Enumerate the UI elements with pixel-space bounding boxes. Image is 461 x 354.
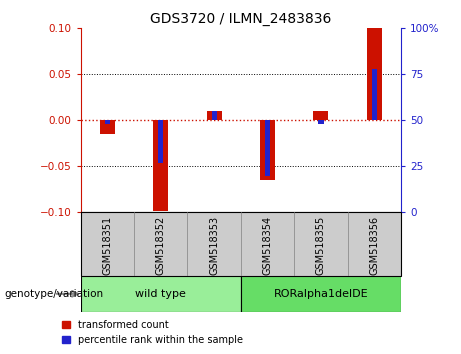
Text: GSM518356: GSM518356 [369, 216, 379, 275]
Bar [158, 120, 164, 163]
Bar [207, 111, 222, 120]
Bar [313, 111, 328, 120]
Bar [241, 276, 401, 312]
Text: GSM518355: GSM518355 [316, 216, 326, 275]
Text: GSM518353: GSM518353 [209, 216, 219, 275]
Bar [212, 111, 217, 120]
Bar [367, 28, 382, 120]
Legend: transformed count, percentile rank within the sample: transformed count, percentile rank withi… [63, 320, 243, 345]
Text: RORalpha1delDE: RORalpha1delDE [274, 289, 368, 299]
Bar [154, 120, 168, 211]
Bar [105, 120, 110, 124]
Bar [260, 120, 275, 180]
Text: GSM518354: GSM518354 [263, 216, 272, 275]
Text: GSM518351: GSM518351 [102, 216, 112, 275]
Text: wild type: wild type [136, 289, 186, 299]
Text: genotype/variation: genotype/variation [5, 289, 104, 299]
Bar [81, 276, 241, 312]
Text: GSM518352: GSM518352 [156, 216, 166, 275]
Bar [100, 120, 115, 134]
Bar [372, 69, 377, 120]
Title: GDS3720 / ILMN_2483836: GDS3720 / ILMN_2483836 [150, 12, 331, 26]
Bar [265, 120, 270, 176]
Bar [318, 120, 324, 124]
